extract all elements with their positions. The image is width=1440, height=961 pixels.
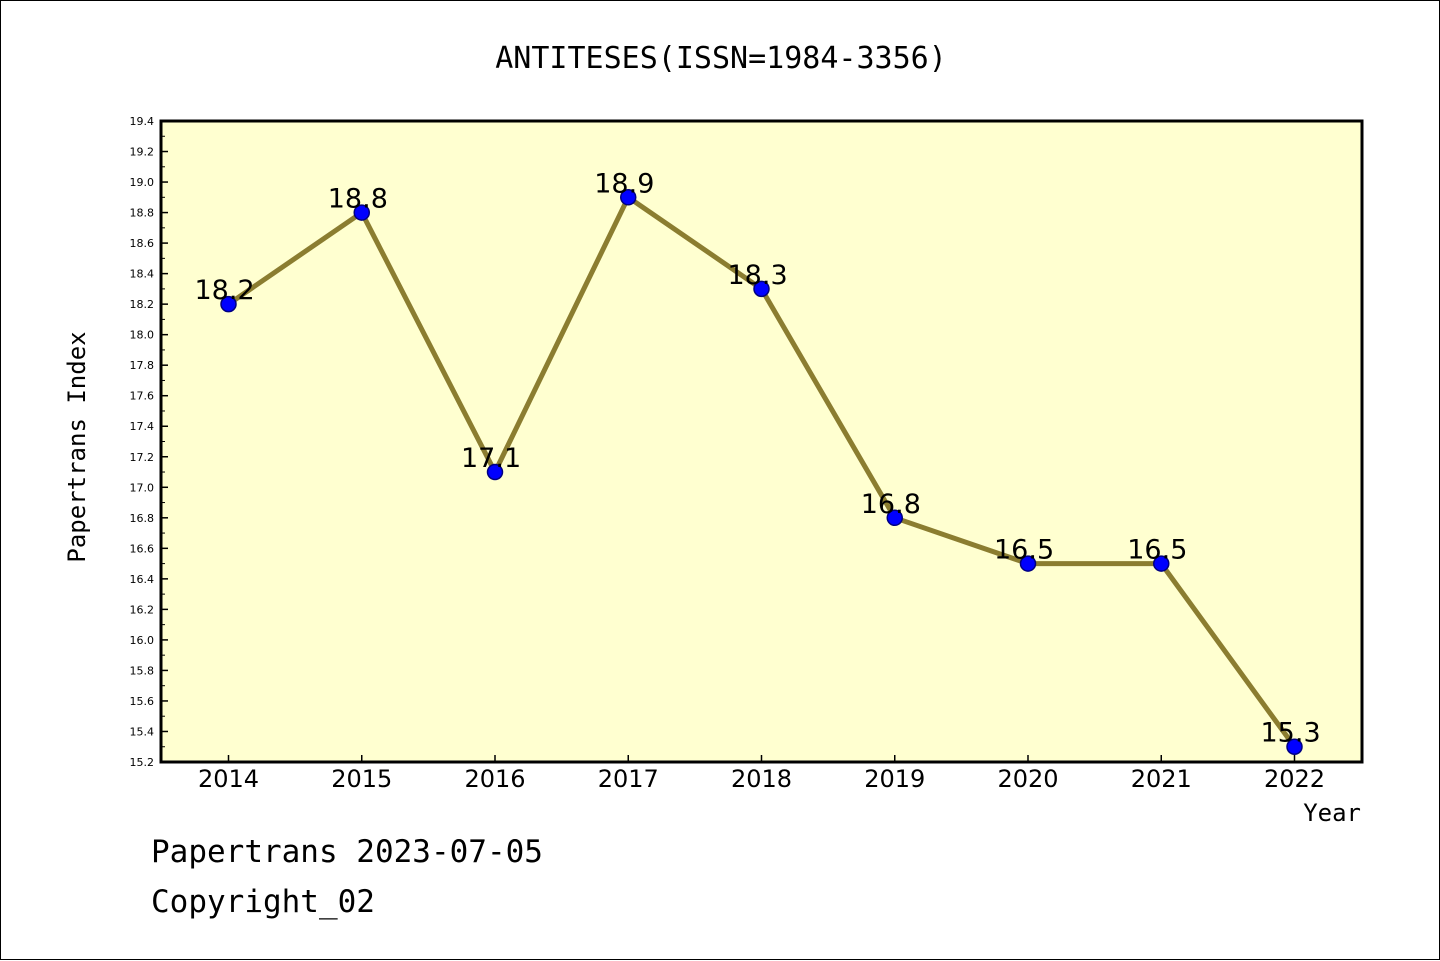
data-point: [620, 189, 637, 206]
y-tick-label: 15.4: [130, 725, 155, 738]
y-tick-label: 16.4: [130, 573, 155, 586]
chart-title: ANTITESES(ISSN=1984-3356): [495, 41, 947, 76]
y-tick-label: 16.0: [130, 634, 155, 647]
data-point: [886, 509, 903, 527]
x-tick-label: 2022: [1264, 765, 1325, 793]
y-tick-label: 17.2: [130, 451, 155, 464]
y-tick-label: 18.4: [130, 268, 155, 281]
data-point: [220, 295, 237, 313]
x-tick-label: 2018: [731, 765, 792, 793]
y-axis-ticks: 15.2 15.4 15.6 15.8 16.0 16.2 16.4 16.6 16.8 17.0…: [130, 115, 168, 769]
footer-copyright: Copyright_02: [151, 884, 375, 920]
data-point: [353, 204, 370, 221]
data-labels: 18.2 18.8 17.1 18.9 18.3 16.8 16.5 16.5 15.3: [195, 168, 1321, 748]
data-label: 15.3: [1261, 718, 1321, 749]
x-tick-label: 2020: [997, 765, 1058, 793]
data-markers: [220, 189, 1303, 755]
y-tick-label: 18.8: [130, 207, 155, 220]
y-tick-label: 17.0: [130, 481, 155, 494]
data-point: [486, 463, 504, 481]
y-tick-label: 15.2: [130, 756, 155, 769]
data-label: 16.8: [861, 489, 921, 520]
data-label: 18.8: [328, 184, 388, 215]
plot-border: [159, 119, 1364, 764]
x-axis-ticks: 2014 2015 2016 2017 2018 2019 2020 2021 2022: [198, 755, 1325, 793]
x-axis-label: Year: [1303, 799, 1361, 827]
y-tick-label: 19.0: [130, 176, 155, 189]
y-tick-label: 17.8: [130, 359, 155, 372]
y-tick-label: 16.8: [130, 512, 155, 525]
y-tick-label: 15.8: [130, 664, 155, 677]
x-tick-label: 2019: [864, 765, 925, 793]
y-tick-label: 19.4: [130, 115, 155, 128]
data-label: 16.5: [994, 535, 1054, 566]
data-point: [1286, 738, 1303, 755]
y-tick-label: 16.2: [130, 603, 155, 616]
x-tick-label: 2017: [598, 765, 659, 793]
y-axis-label: Papertrans Index: [63, 331, 91, 562]
y-tick-label: 16.6: [130, 542, 155, 555]
x-tick-label: 2014: [198, 765, 259, 793]
data-point: [1153, 555, 1170, 572]
footer-date: Papertrans 2023-07-05: [151, 834, 543, 870]
x-tick-label: 2015: [331, 765, 392, 793]
x-tick-label: 2021: [1131, 765, 1192, 793]
data-label: 18.2: [195, 275, 255, 306]
y-tick-label: 18.2: [130, 298, 155, 311]
y-tick-label: 18.0: [130, 329, 155, 342]
y-tick-label: 17.4: [130, 420, 155, 433]
y-tick-label: 19.2: [130, 146, 155, 159]
data-label: 17.1: [461, 443, 521, 474]
data-point: [753, 280, 770, 298]
data-label: 18.3: [728, 260, 788, 291]
y-tick-label: 15.6: [130, 695, 155, 708]
y-tick-label: 18.6: [130, 237, 155, 250]
data-label: 16.5: [1127, 535, 1187, 566]
y-tick-label: 17.6: [130, 390, 155, 403]
data-label: 18.9: [594, 168, 654, 199]
x-tick-label: 2016: [464, 765, 525, 793]
plot-area: [161, 121, 1362, 762]
data-point: [1019, 555, 1037, 572]
